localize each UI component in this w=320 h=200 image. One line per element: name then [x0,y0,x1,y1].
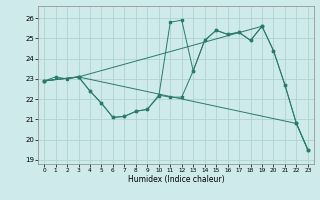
X-axis label: Humidex (Indice chaleur): Humidex (Indice chaleur) [128,175,224,184]
